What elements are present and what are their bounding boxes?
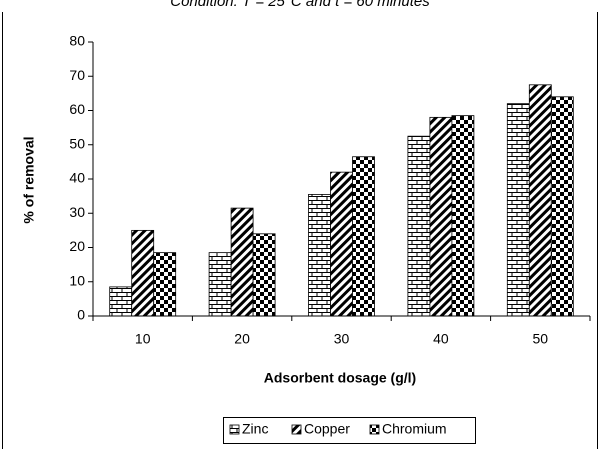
legend-swatch bbox=[369, 424, 380, 435]
bar bbox=[208, 252, 232, 317]
legend-label: Zinc bbox=[242, 421, 268, 437]
y-tick-label: 50 bbox=[69, 135, 85, 151]
y-tick-label: 0 bbox=[77, 307, 85, 323]
legend-swatch bbox=[291, 424, 302, 435]
legend-label: Chromium bbox=[382, 421, 447, 437]
y-axis-label: % of removal bbox=[21, 136, 37, 223]
y-tick-label: 60 bbox=[69, 101, 85, 117]
x-tick-label: 50 bbox=[533, 331, 549, 347]
bar bbox=[352, 156, 375, 317]
y-tick-label: 10 bbox=[69, 272, 85, 288]
bar bbox=[451, 115, 475, 317]
bar bbox=[230, 207, 254, 317]
chart-frame bbox=[2, 12, 598, 449]
bar bbox=[330, 171, 353, 317]
legend-swatch bbox=[229, 424, 240, 435]
bar bbox=[252, 233, 276, 317]
y-tick-label: 80 bbox=[69, 33, 85, 49]
x-tick-label: 40 bbox=[433, 331, 449, 347]
bar bbox=[153, 252, 177, 317]
x-tick-label: 20 bbox=[234, 331, 250, 347]
y-tick-label: 70 bbox=[69, 67, 85, 83]
bar bbox=[109, 286, 133, 317]
x-tick-label: 30 bbox=[334, 331, 350, 347]
y-tick-label: 30 bbox=[69, 204, 85, 220]
y-tick-label: 40 bbox=[69, 170, 85, 186]
legend-label: Copper bbox=[304, 421, 350, 437]
bar bbox=[131, 229, 155, 317]
bar bbox=[528, 84, 552, 317]
x-axis-label: Adsorbent dosage (g/l) bbox=[264, 370, 416, 386]
y-tick-label: 20 bbox=[69, 238, 85, 254]
chart-title: Condition: T = 25°C and t = 60 minutes bbox=[170, 0, 430, 10]
bar bbox=[308, 194, 331, 317]
bar bbox=[429, 116, 453, 317]
bar bbox=[550, 96, 574, 317]
bar bbox=[506, 103, 530, 317]
x-tick-label: 10 bbox=[135, 331, 151, 347]
legend bbox=[223, 417, 476, 444]
bar bbox=[407, 135, 431, 317]
